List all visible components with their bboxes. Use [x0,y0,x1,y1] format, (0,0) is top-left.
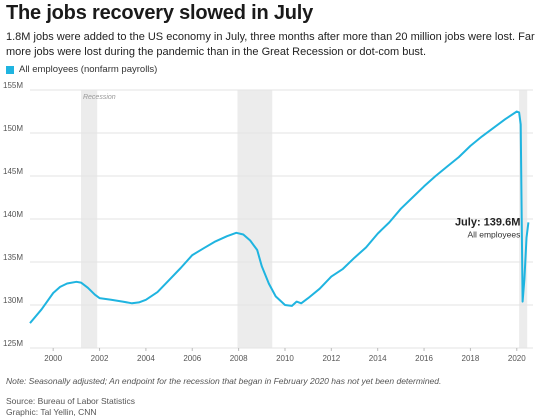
legend: All employees (nonfarm payrolls) [6,64,157,75]
series-line [29,110,530,324]
annotation-value: July: 139.6M [455,216,520,228]
x-tick-label: 2012 [322,354,340,363]
y-tick-label: 145M [3,167,23,176]
chart-credit: Graphic: Tal Yellin, CNN [6,407,97,417]
x-tick-label: 2006 [183,354,201,363]
chart-source: Source: Bureau of Labor Statistics [6,396,135,406]
y-tick-label: 150M [3,124,23,133]
recession-label: Recession [83,94,116,101]
line-chart: Recession 125M 130M 135M 140M 145M 150M 155M 200… [3,81,533,363]
y-tick-label: 140M [3,210,23,219]
x-tick-label: 2004 [137,354,155,363]
y-tick-label: 135M [3,253,23,262]
x-tick-label: 2010 [276,354,294,363]
legend-swatch [6,65,14,74]
x-tick-label: 2008 [230,354,248,363]
legend-label: All employees (nonfarm payrolls) [19,64,158,75]
y-tick-label: 125M [3,339,23,348]
x-tick-label: 2000 [44,354,62,363]
x-tick-label: 2016 [415,354,433,363]
annotation-sublabel: All employees [467,229,520,239]
y-tick-label: 130M [3,296,23,305]
x-tick-label: 2014 [369,354,387,363]
chart-subtitle: 1.8M jobs were added to the US economy i… [6,31,535,58]
x-tick-label: 2002 [91,354,109,363]
chart-title: The jobs recovery slowed in July [6,2,314,24]
y-tick-label: 155M [3,81,23,90]
chart-note: Note: Seasonally adjusted; An endpoint f… [6,376,442,386]
x-tick-label: 2018 [462,354,480,363]
x-tick-label: 2020 [508,354,526,363]
